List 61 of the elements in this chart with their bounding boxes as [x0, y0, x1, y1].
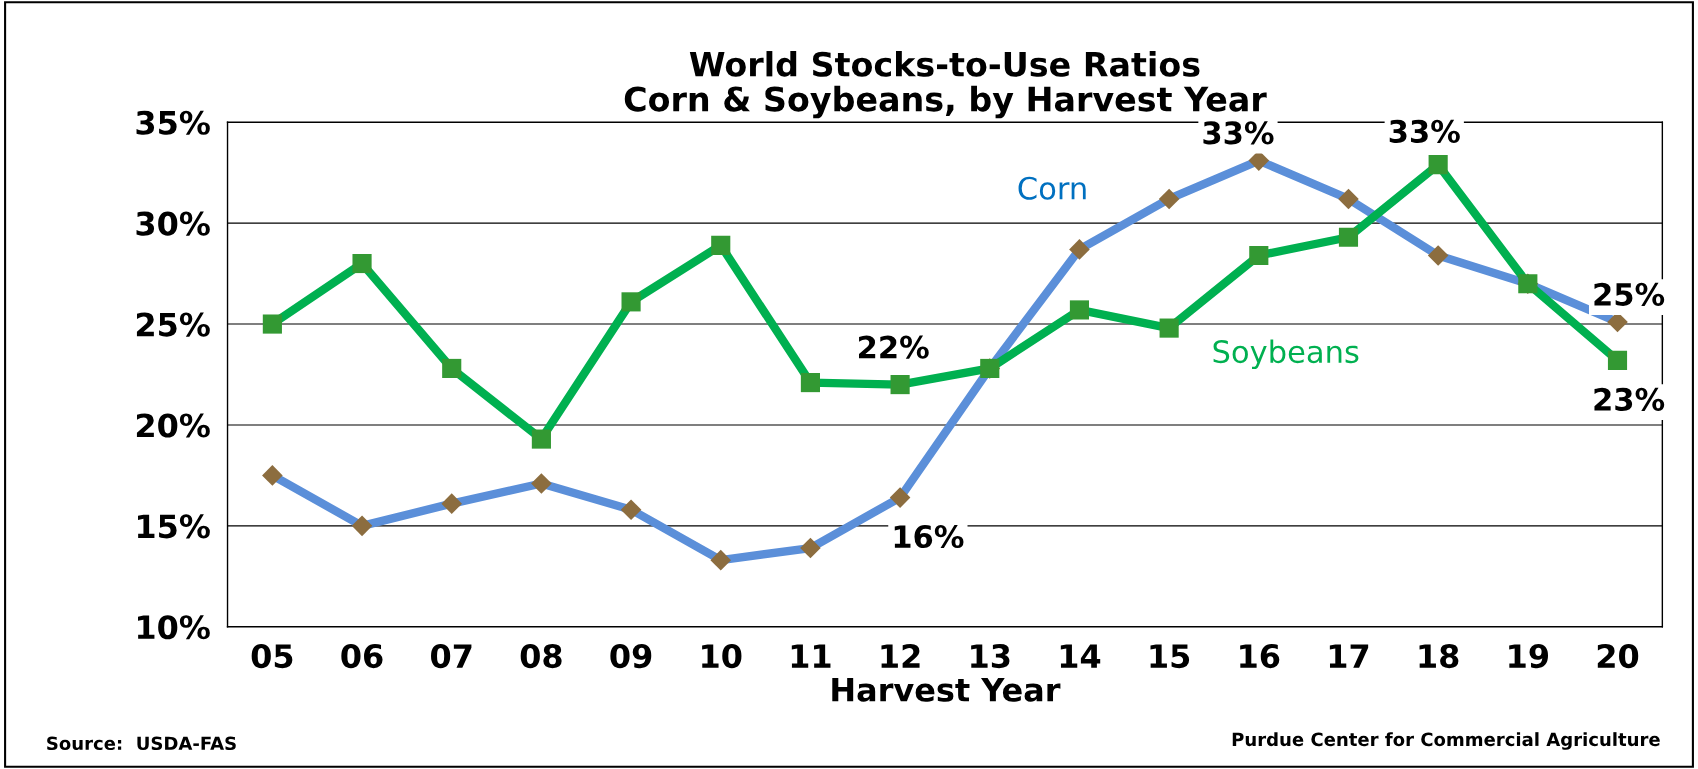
- data-label: 25%: [1594, 282, 1665, 306]
- data-label: 23%: [1594, 387, 1665, 411]
- x-tick-label: 13: [971, 643, 1010, 669]
- series-label: Soybeans: [1213, 339, 1359, 370]
- point: [442, 358, 462, 379]
- point: [800, 373, 820, 393]
- point: [620, 499, 642, 520]
- data-label: 33%: [1203, 121, 1274, 145]
- point: [621, 292, 641, 312]
- point: [1069, 300, 1090, 320]
- point: [1427, 245, 1449, 266]
- point: [531, 473, 552, 494]
- y-tick-label: 35%: [136, 110, 210, 135]
- x-axis-title: Harvest Year: [832, 678, 1061, 702]
- x-tick-label: 10: [702, 643, 742, 669]
- data-label: 33%: [1389, 119, 1460, 143]
- x-tick-label: 20: [1597, 643, 1639, 669]
- y-tick-label: 10%: [138, 615, 210, 640]
- point: [531, 429, 551, 449]
- point: [1428, 155, 1448, 175]
- x-tick-label: 17: [1329, 644, 1369, 668]
- y-tick-label: 15%: [138, 514, 210, 539]
- y-tick-label: 25%: [136, 312, 210, 337]
- point: [1069, 239, 1090, 260]
- point: [1249, 245, 1269, 266]
- point: [352, 253, 372, 274]
- y-tick-label: 20%: [136, 413, 210, 438]
- chart-title: World Stocks-to-Use Ratios Corn & Soybeans, by Harvest Year: [624, 51, 1267, 119]
- point: [351, 515, 373, 537]
- data-label: 22%: [859, 335, 929, 359]
- x-tick-label: 12: [881, 643, 920, 668]
- point: [262, 465, 283, 486]
- y-tick-label: 30%: [136, 211, 210, 236]
- x-tick-label: 05: [251, 643, 293, 669]
- point: [890, 375, 910, 395]
- point: [1248, 150, 1270, 171]
- x-tick-label: 11: [791, 644, 831, 668]
- x-tick-label: 18: [1419, 643, 1459, 669]
- x-tick-label: 09: [610, 643, 652, 669]
- point: [1338, 188, 1359, 210]
- x-tick-label: 15: [1150, 644, 1190, 669]
- x-tick-label: 14: [1060, 644, 1101, 668]
- point: [711, 235, 731, 255]
- series-label: Corn: [1018, 176, 1086, 200]
- x-tick-label: 08: [520, 643, 562, 669]
- point: [710, 549, 732, 571]
- point: [889, 487, 911, 508]
- x-tick-label: 19: [1509, 644, 1549, 669]
- point: [441, 493, 463, 514]
- point: [1158, 188, 1180, 210]
- point: [1159, 318, 1179, 338]
- x-tick-label: 06: [341, 643, 383, 669]
- point: [262, 314, 282, 334]
- text: Purdue Center for Commercial Agriculture: [1232, 732, 1660, 750]
- point: [800, 537, 821, 559]
- source-note: Source: USDA-FAS: [47, 736, 236, 751]
- x-tick-label: 16: [1240, 644, 1280, 669]
- point: [1338, 227, 1359, 247]
- x-tick-label: 07: [431, 643, 472, 669]
- data-label: 16%: [894, 525, 964, 549]
- point: [1607, 350, 1628, 370]
